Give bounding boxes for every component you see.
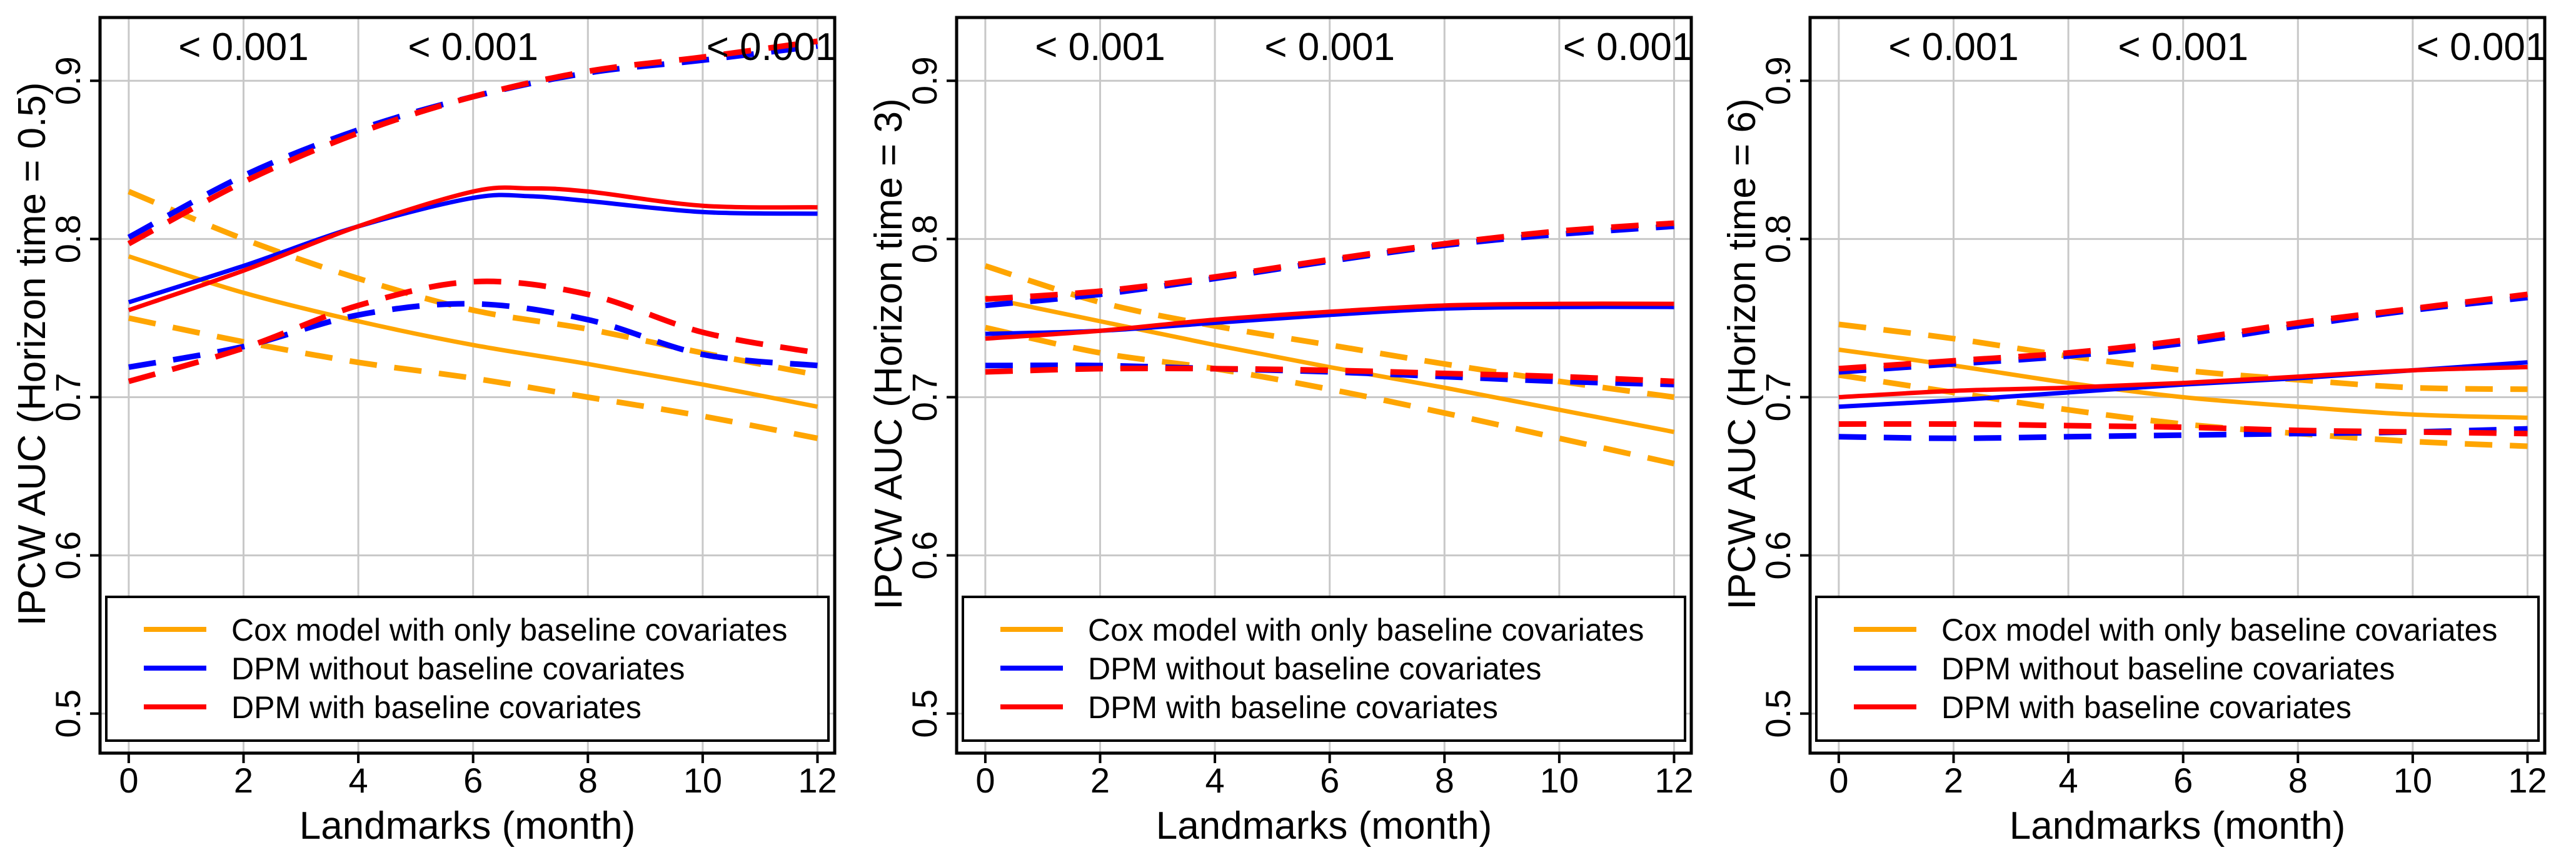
series-line-dpm_without-ci	[985, 223, 1674, 309]
series-group	[1838, 291, 2528, 449]
p-value-annotation: < 0.001	[2417, 26, 2547, 69]
y-tick-label: 0.9	[1758, 56, 1798, 105]
x-tick-label: 10	[1540, 761, 1579, 800]
series-line-dpm_with	[1838, 364, 2528, 399]
y-tick-label: 0.6	[48, 531, 88, 580]
x-tick-label: 6	[1320, 761, 1339, 800]
y-axis-label: IPCW AUC (Horizon time = 6)	[1721, 98, 1764, 609]
y-axis-label: IPCW AUC (Horizon time = 3)	[867, 98, 910, 609]
legend-box	[962, 596, 1686, 742]
p-value-annotation: < 0.001	[707, 26, 837, 69]
x-tick-label: 2	[1090, 761, 1110, 800]
x-tick-label: 12	[2508, 761, 2547, 800]
series-line-cox	[128, 254, 818, 409]
legend-label-cox: Cox model with only baseline covariates	[231, 612, 787, 648]
x-tick-label: 8	[578, 761, 598, 800]
series-line-dpm_without-ci	[128, 301, 818, 370]
series-line-dpm_with-ci	[985, 365, 1674, 384]
series-line-dpm_with-ci	[985, 220, 1674, 302]
series-line-dpm_without-ci	[1838, 294, 2528, 375]
x-tick-label: 6	[463, 761, 483, 800]
series-line-dpm_with-ci	[128, 278, 818, 384]
x-tick-label: 12	[798, 761, 837, 800]
series-line-dpm_with-ci	[127, 38, 818, 246]
x-tick-label: 0	[119, 761, 138, 800]
x-tick-label: 2	[234, 761, 253, 800]
series-line-cox	[985, 295, 1675, 434]
panel-2: < 0.001 < 0.001 < 0.001 Cox model with only…	[867, 16, 1694, 848]
x-tick-label: 0	[1829, 761, 1848, 800]
p-value-annotation: < 0.001	[1563, 26, 1694, 69]
legend-label-cox: Cox model with only baseline covariates	[1088, 612, 1644, 648]
y-tick-label: 0.8	[905, 214, 944, 263]
x-tick-label: 6	[2173, 761, 2193, 800]
y-tick-label: 0.8	[48, 214, 88, 263]
x-tick-label: 10	[2393, 761, 2432, 800]
x-tick-label: 0	[975, 761, 995, 800]
series-line-dpm_with-ci	[1838, 291, 2528, 372]
y-tick-label: 0.6	[905, 531, 944, 580]
plot-frame	[1808, 16, 2547, 755]
x-tick-label: 12	[1654, 761, 1693, 800]
p-value-annotation: < 0.001	[2118, 26, 2248, 69]
y-tick-label: 0.7	[1758, 373, 1798, 422]
series-line-cox-ci	[128, 315, 818, 441]
y-tick-label: 0.9	[48, 56, 88, 105]
legend-label-dpm_without: DPM without baseline covariates	[1088, 651, 1541, 686]
series-line-dpm_with	[985, 301, 1674, 341]
y-tick-label: 0.9	[905, 56, 944, 105]
legend-label-cox: Cox model with only baseline covariates	[1941, 612, 2497, 648]
x-axis-label: Landmarks (month)	[299, 804, 636, 848]
y-axis-label: IPCW AUC (Horizon time = 0.5)	[11, 82, 54, 626]
legend-label-dpm_without: DPM without baseline covariates	[1941, 651, 2395, 686]
legend-box	[1815, 596, 2540, 742]
y-tick-label: 0.7	[905, 373, 944, 422]
x-axis-label: Landmarks (month)	[2010, 804, 2346, 848]
y-tick-label: 0.5	[1758, 689, 1798, 738]
p-value-annotation: < 0.001	[408, 26, 538, 69]
panel-1: < 0.001 < 0.001 < 0.001 Cox model with only…	[11, 16, 837, 848]
x-tick-label: 4	[349, 761, 368, 800]
legend-label-dpm_with: DPM with baseline covariates	[231, 690, 641, 725]
legend-label-dpm_with: DPM with baseline covariates	[1088, 690, 1498, 725]
legend-label-dpm_without: DPM without baseline covariates	[231, 651, 685, 686]
p-value-annotation: < 0.001	[1035, 26, 1165, 69]
x-axis-label: Landmarks (month)	[1156, 804, 1492, 848]
y-tick-label: 0.6	[1758, 531, 1798, 580]
y-tick-label: 0.7	[48, 373, 88, 422]
series-line-cox-ci	[1838, 321, 2528, 392]
x-tick-label: 2	[1944, 761, 1963, 800]
series-line-dpm_without-ci	[1838, 426, 2528, 441]
series-line-cox-ci	[984, 263, 1675, 400]
series-line-dpm_without-ci	[985, 362, 1674, 388]
series-line-dpm_with-ci	[1838, 421, 2528, 437]
plot-frame	[955, 16, 1693, 755]
x-tick-label: 8	[2288, 761, 2308, 800]
x-tick-label: 10	[683, 761, 722, 800]
y-tick-label: 0.5	[905, 689, 944, 738]
series-group	[127, 38, 818, 441]
p-value-annotation: < 0.001	[1888, 26, 2019, 69]
x-tick-label: 4	[2059, 761, 2078, 800]
series-group	[984, 220, 1675, 467]
panel-3: < 0.001 < 0.001 < 0.001 Cox model with only…	[1721, 16, 2547, 848]
series-line-dpm_without	[128, 192, 818, 304]
legend-label-dpm_with: DPM with baseline covariates	[1941, 690, 2352, 725]
y-tick-label: 0.8	[1758, 214, 1798, 263]
y-tick-label: 0.5	[48, 689, 88, 738]
plot-frame	[98, 16, 837, 755]
series-line-dpm_with	[128, 185, 818, 312]
p-value-annotation: < 0.001	[178, 26, 309, 69]
legend-box	[105, 596, 830, 742]
p-value-annotation: < 0.001	[1264, 26, 1395, 69]
x-tick-label: 8	[1435, 761, 1454, 800]
x-tick-label: 4	[1205, 761, 1225, 800]
